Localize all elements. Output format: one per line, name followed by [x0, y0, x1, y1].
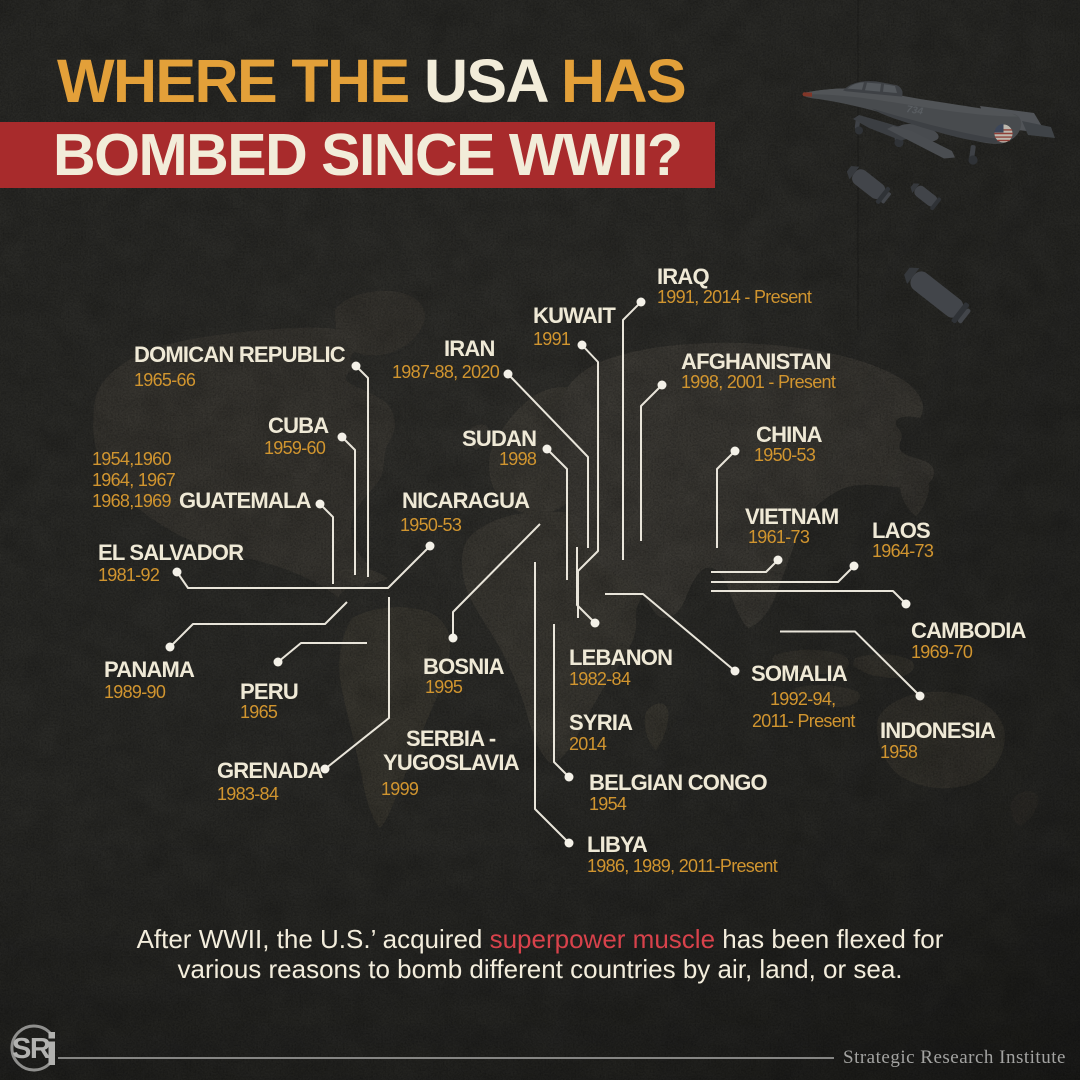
svg-text:734: 734 — [906, 104, 925, 118]
svg-text:SR: SR — [12, 1033, 51, 1065]
